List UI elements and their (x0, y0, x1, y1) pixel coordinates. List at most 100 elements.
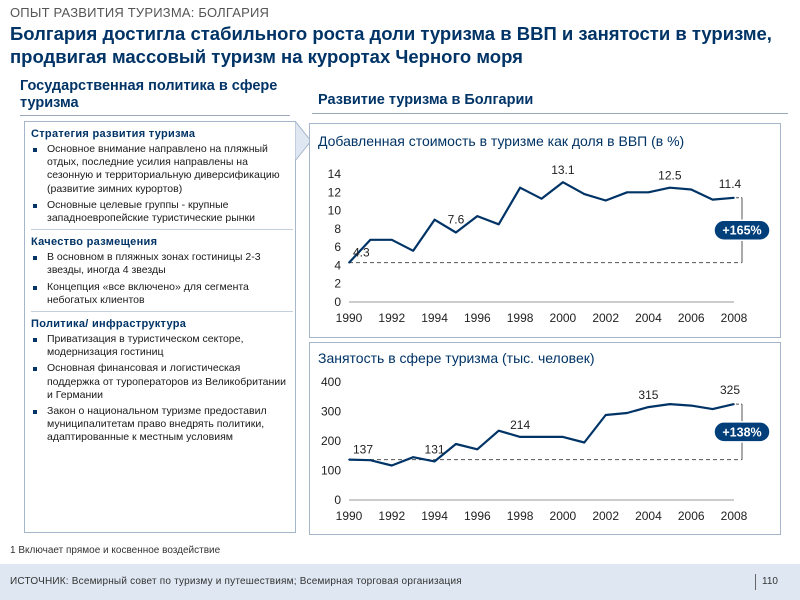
data-point (669, 186, 671, 189)
chart-title: Занятость в сфере туризма (тыс. человек) (318, 350, 595, 366)
list-item: Основная финансовая и логистическая подд… (31, 362, 293, 402)
data-point (669, 403, 671, 405)
x-tick-label: 1990 (336, 509, 363, 523)
data-point (562, 436, 564, 438)
data-point (497, 429, 500, 432)
data-point (390, 239, 393, 241)
growth-badge-label: +165% (722, 224, 761, 238)
section-list: Основное внимание направлено на пляжный … (31, 143, 293, 225)
list-item: В основном в пляжных зонах гостиницы 2-3… (31, 251, 293, 277)
section-list: В основном в пляжных зонах гостиницы 2-3… (31, 251, 293, 307)
data-point (690, 188, 693, 191)
data-point (647, 191, 650, 194)
right-panel-heading: Развитие туризма в Болгарии (318, 92, 534, 108)
data-point (433, 460, 436, 463)
x-tick-label: 1992 (378, 509, 405, 523)
data-point (562, 181, 564, 184)
data-point (476, 215, 479, 217)
data-point (626, 412, 628, 414)
x-tick-label: 1996 (464, 509, 491, 523)
footer-bar: ИСТОЧНИК: Всемирный совет по туризму и п… (0, 564, 800, 600)
data-point (348, 261, 350, 264)
data-point (711, 198, 714, 201)
data-point (583, 193, 586, 195)
bullet-icon (33, 256, 37, 261)
list-item-text: Концепция «все включено» для сегмента не… (47, 280, 249, 306)
section-title: Политика/ инфраструктура (31, 318, 187, 331)
data-point (412, 250, 414, 252)
bullet-icon (33, 410, 37, 415)
growth-badge: +165% (713, 219, 771, 241)
list-item-text: Основное внимание направлено на пляжный … (47, 143, 280, 195)
bullet-icon (33, 338, 37, 343)
data-point (711, 408, 714, 410)
x-tick-label: 2000 (550, 311, 577, 325)
data-point (519, 186, 521, 189)
growth-badge-shape (713, 219, 771, 241)
data-label: 11.4 (719, 177, 742, 191)
bullet-icon (33, 367, 37, 372)
data-point (369, 239, 372, 241)
x-tick-label: 2002 (592, 509, 619, 523)
x-tick-label: 2008 (721, 509, 748, 523)
data-point (540, 436, 543, 438)
bullet-icon (33, 148, 37, 152)
list-item: Концепция «все включено» для сегмента не… (31, 281, 293, 307)
bullet-icon (33, 285, 37, 290)
growth-badge-label: +138% (722, 425, 761, 439)
y-tick-label: 300 (321, 405, 341, 419)
panel-arrow-icon (295, 121, 312, 162)
section-list: Приватизация в туристическом секторе, мо… (31, 333, 293, 445)
section-divider (31, 311, 293, 313)
data-label: 325 (720, 383, 740, 397)
y-tick-label: 0 (334, 295, 341, 309)
list-item: Основное внимание направлено на пляжный … (31, 143, 293, 196)
x-tick-label: 2006 (678, 509, 705, 523)
list-item: Приватизация в туристическом секторе, мо… (31, 333, 293, 359)
x-tick-label: 2004 (635, 311, 662, 325)
x-tick-label: 2006 (678, 311, 705, 325)
left-heading-divider (20, 115, 290, 116)
y-tick-label: 100 (321, 464, 341, 478)
data-point (583, 441, 586, 444)
y-tick-label: 6 (334, 240, 341, 254)
series-line (348, 402, 735, 467)
data-point (690, 404, 693, 407)
y-tick-label: 4 (334, 258, 341, 272)
data-point (455, 443, 457, 445)
data-label: 7.6 (448, 213, 465, 227)
y-tick-label: 200 (321, 434, 341, 448)
x-tick-label: 1994 (421, 311, 448, 325)
data-point (369, 459, 372, 461)
data-point (433, 218, 436, 221)
list-item-text: Основные целевые группы - крупные западн… (47, 198, 256, 225)
gdp-share-chart-panel: Добавленная стоимость в туризме как доля… (309, 123, 781, 338)
list-item-text: Основная финансовая и логистическая подд… (47, 362, 286, 401)
x-tick-label: 1998 (507, 509, 534, 523)
y-tick-label: 400 (321, 375, 341, 389)
employment-chart: 0 100 200 300 400 1990 1992 1994 1996 1998 2000 200… (321, 375, 771, 523)
y-tick-label: 14 (328, 167, 342, 181)
list-item: Основные целевые группы - крупные западн… (31, 199, 293, 225)
y-tick-label: 10 (328, 204, 342, 218)
list-item: Закон о национальном туризме предоставил… (31, 405, 293, 445)
data-point (604, 199, 607, 202)
data-point (733, 196, 735, 199)
policy-panel: Стратегия развития туризма Основное внима… (24, 121, 312, 533)
data-point (390, 464, 393, 467)
footer-separator (755, 574, 756, 590)
data-label: 4.3 (353, 246, 370, 260)
data-point (540, 197, 543, 200)
data-point (476, 448, 479, 451)
data-point (604, 414, 607, 416)
page-number: 110 (762, 576, 778, 587)
supertitle: ОПЫТ РАЗВИТИЯ ТУРИЗМА: БОЛГАРИЯ (10, 5, 270, 20)
y-tick-label: 2 (334, 277, 341, 291)
data-point (412, 456, 414, 459)
data-label: 13.1 (551, 163, 575, 177)
source-note: ИСТОЧНИК: Всемирный совет по туризму и п… (10, 576, 462, 587)
x-tick-label: 1990 (336, 311, 363, 325)
list-item-text: Закон о национальном туризме предоставил… (47, 405, 267, 444)
policy-sections: Стратегия развития туризма Основное внима… (31, 128, 293, 449)
page-title: Болгария достигла стабильного роста доли… (10, 23, 772, 67)
